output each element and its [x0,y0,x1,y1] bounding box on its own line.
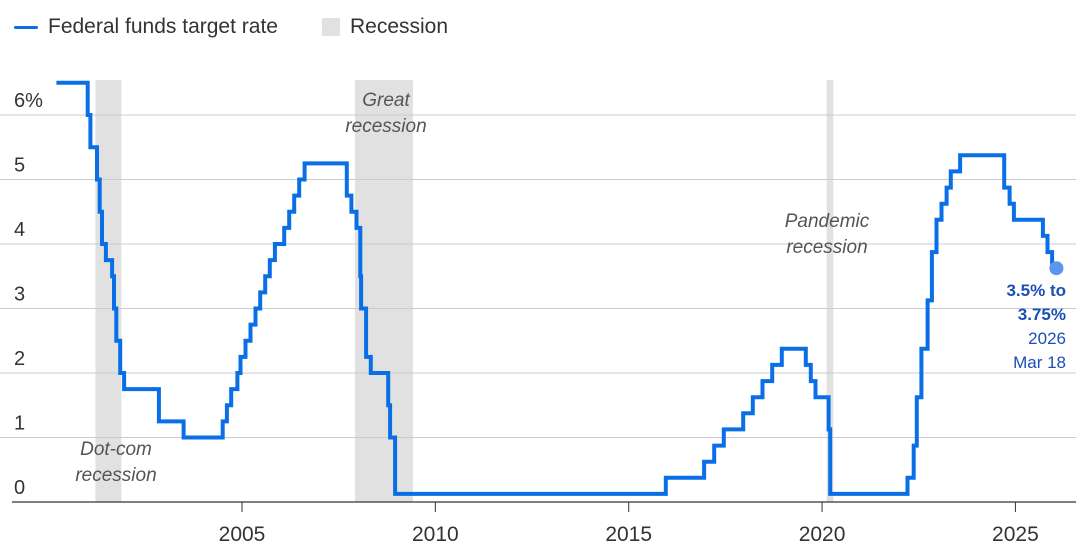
recession-bands [95,80,834,502]
recession-band-1 [354,80,413,502]
legend-label-recession: Recession [349,15,449,38]
recession-annotation-2-line-1: recession [786,237,867,258]
recession-annotations: Dot-com recession Great recession Pandemic re… [75,90,869,486]
x-tick-label-2010: 2010 [412,523,459,546]
x-tick-label-2020: 2020 [799,523,846,546]
end-date-label-line-0: 2026 [1028,329,1066,348]
end-value-label-line-1: 3.75% [1018,305,1066,324]
y-axis-ticks: 0 1 2 3 4 5 6% [14,90,43,499]
legend-item-recession: Recession [321,15,449,39]
recession-annotation-2-line-0: Pandemic [785,211,870,232]
legend-box-swatch [321,18,340,36]
x-tick-label-2015: 2015 [605,523,652,546]
end-point-marker [1049,261,1064,276]
end-value-label-line-0: 3.5% to [1006,281,1066,300]
y-tick-label-2: 2 [14,348,25,370]
y-tick-label-1: 1 [14,413,25,435]
y-tick-label-6: 6% [14,90,43,112]
recession-band-0 [95,80,122,502]
legend: Federal funds target rate Recession [14,14,492,40]
x-tick-label-2025: 2025 [992,523,1039,546]
recession-annotation-1-line-1: recession [345,116,426,137]
end-label-group: 3.5% to 3.75% 2026 Mar 18 [1006,261,1066,372]
recession-annotation-0-line-0: Dot-com [80,439,152,460]
end-date-label-line-1: Mar 18 [1013,353,1066,372]
recession-annotation-0-line-1: recession [75,465,156,486]
legend-label-series: Federal funds target rate [48,15,278,38]
y-tick-label-5: 5 [14,155,25,177]
y-tick-label-0: 0 [14,477,25,499]
x-tick-label-2005: 2005 [219,523,266,546]
legend-line-swatch [14,25,38,29]
gridlines [0,114,1076,503]
x-axis-ticks: 2005 2010 2015 2020 2025 [219,502,1039,546]
legend-item-series: Federal funds target rate [14,15,278,39]
series-group [56,80,1063,496]
series-line-0 [56,80,1063,496]
recession-band-2 [826,80,834,502]
y-tick-label-3: 3 [14,284,25,306]
recession-annotation-1-line-0: Great [362,90,410,111]
y-tick-label-4: 4 [14,219,25,241]
